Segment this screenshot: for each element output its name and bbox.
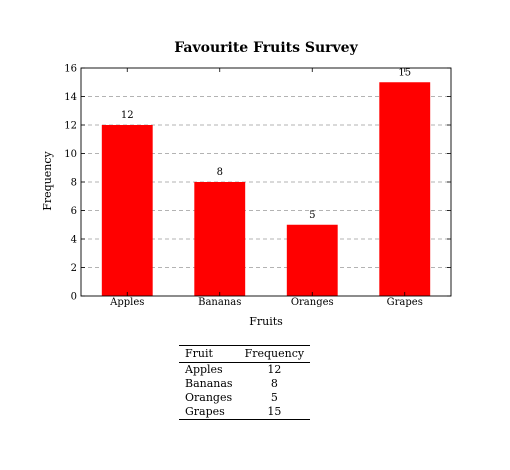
- table-row: Grapes 15: [179, 405, 311, 420]
- y-tick-label: 14: [64, 92, 77, 103]
- bars: [101, 82, 431, 296]
- bar: [101, 125, 153, 296]
- x-axis-label: Fruits: [249, 315, 283, 328]
- x-tick-label: Grapes: [387, 297, 423, 308]
- table-header-frequency: Frequency: [238, 345, 311, 363]
- bar: [379, 82, 431, 296]
- bar: [286, 224, 338, 296]
- table-cell-fruit: Apples: [185, 363, 223, 376]
- bar-value-label: 8: [217, 167, 223, 178]
- y-axis-label: Frequency: [41, 150, 54, 210]
- y-tick-label: 0: [71, 292, 77, 303]
- table-cell-fruit: Bananas: [185, 377, 233, 390]
- table-header-fruit: Fruit: [179, 345, 239, 363]
- x-tick-label: Oranges: [291, 297, 334, 308]
- y-tick-label: 16: [64, 64, 77, 75]
- bar-value-label: 12: [121, 110, 134, 121]
- y-tick-label: 4: [71, 235, 77, 246]
- table-cell-fruit: Oranges: [185, 391, 233, 404]
- y-tick-label: 10: [64, 149, 77, 160]
- table-header-row: Fruit Frequency: [179, 345, 311, 363]
- y-tick-label: 12: [64, 121, 77, 132]
- chart-title: Favourite Fruits Survey: [174, 40, 358, 56]
- y-tick-label: 2: [71, 263, 77, 274]
- bar: [194, 182, 246, 296]
- table-cell-frequency: 15: [238, 405, 311, 420]
- table-row: Apples 12: [179, 363, 310, 378]
- table-cell-frequency: 12: [267, 363, 282, 376]
- bar-value-label: 15: [398, 67, 411, 78]
- table-row: Oranges 5: [179, 391, 310, 405]
- table-cell-fruit: Grapes: [179, 405, 239, 420]
- table-cell-frequency: 5: [270, 391, 278, 404]
- frequency-table: Fruit Frequency Apples 12 Bananas 8 Oran…: [179, 345, 311, 420]
- x-tick-label: Bananas: [198, 297, 241, 308]
- y-tick-label: 8: [71, 178, 77, 189]
- bar-value-label: 5: [309, 210, 315, 221]
- data-labels: 12 8 5 15: [121, 67, 411, 221]
- table-cell-frequency: 8: [270, 377, 278, 390]
- axis-ticks: 0 2 4 6 8 10 12 14 16 Apples Bananas Oranges Grapes: [64, 64, 451, 308]
- bar-chart: Favourite Fruits Survey 12 8 5 15 0 2 4 6 8 10 12…: [41, 40, 452, 328]
- x-tick-label: Apples: [109, 297, 144, 308]
- table-row: Bananas 8: [179, 377, 310, 391]
- y-tick-label: 6: [71, 206, 77, 217]
